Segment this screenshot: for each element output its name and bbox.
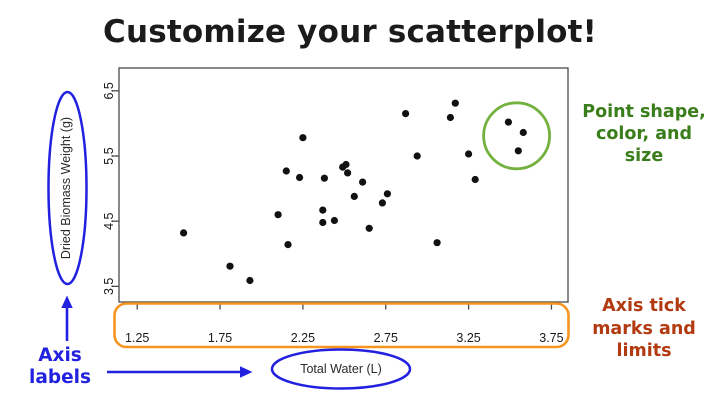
annotation-axis-labels-line: Axis [38, 345, 82, 366]
y-label-ellipse [47, 90, 88, 286]
x-tick-label: 2.75 [374, 331, 398, 345]
scatter-point [180, 229, 188, 237]
scatter-point [226, 262, 234, 270]
scatter-point [519, 128, 527, 137]
x-tick-label: 1.75 [208, 331, 232, 345]
scatter-point [350, 192, 358, 200]
y-tick-label: 4.5 [102, 212, 116, 229]
x-label-ellipse [270, 348, 412, 390]
scatter-point [299, 134, 307, 142]
annotation-axis-labels-line: labels [29, 366, 91, 388]
annotation-point-style: Point shape, color, and size [570, 101, 718, 167]
scatter-point [359, 178, 367, 186]
scatter-point [514, 147, 522, 155]
scatter-point [413, 152, 421, 160]
y-axis-label: Dried Biomass Weight (g) [59, 117, 73, 259]
scatter-point [504, 118, 512, 126]
scatter-point [451, 99, 459, 107]
x-tick-label: 2.25 [291, 331, 315, 345]
scatter-point [433, 239, 441, 247]
x-tick-label: 3.75 [539, 331, 563, 345]
scatter-point [282, 167, 290, 175]
scatter-point [465, 150, 473, 158]
scatter-point [284, 241, 292, 249]
y-axis-ticks: 3.5 4.5 5.5 6.5 [102, 82, 119, 295]
scatter-point [471, 175, 479, 184]
scatter-point [342, 160, 350, 169]
x-axis-label: Total Water (L) [300, 362, 382, 376]
annotation-point-style-line: Point shape, [582, 102, 706, 122]
scatter-point [383, 190, 391, 198]
scatter-point [330, 216, 338, 225]
annotation-axis-ticks-line: marks and [592, 318, 696, 339]
scatter-points [180, 99, 527, 285]
x-tick-label: 1.25 [125, 331, 149, 345]
plot-area [118, 67, 569, 303]
annotation-axis-ticks-line: Axis tick [602, 296, 686, 316]
tick-marks-box [113, 302, 570, 349]
y-tick-label: 3.5 [102, 278, 116, 295]
scatter-point [274, 211, 282, 219]
up-arrow-head [61, 295, 73, 308]
y-tick-label: 5.5 [102, 147, 116, 164]
annotation-point-style-line: color, and [595, 124, 692, 144]
scatter-point [296, 173, 304, 182]
annotation-axis-ticks-line: limits [616, 341, 672, 361]
scatter-point [319, 206, 327, 214]
right-arrow [107, 366, 253, 378]
y-tick-label: 6.5 [102, 82, 116, 99]
scatter-point [319, 218, 327, 227]
scatter-point [378, 199, 386, 207]
x-axis-ticks: 1.25 1.75 2.25 2.75 3.25 3.75 [125, 302, 564, 345]
highlight-circle [482, 101, 551, 171]
scatter-point [246, 276, 254, 285]
scatter-point [320, 174, 328, 182]
scatter-point [402, 110, 410, 118]
scatter-point [344, 169, 352, 177]
right-arrow-head [240, 366, 253, 378]
annotation-axis-ticks: Axis tick marks and limits [570, 295, 718, 363]
slide-title: Customize your scatterplot! [103, 14, 597, 50]
scatter-point [365, 224, 373, 232]
up-arrow [61, 295, 73, 341]
x-tick-label: 3.25 [456, 331, 480, 345]
annotation-point-style-line: size [624, 146, 664, 166]
annotation-axis-labels: Axis labels [8, 345, 112, 388]
scatter-point [446, 113, 454, 122]
